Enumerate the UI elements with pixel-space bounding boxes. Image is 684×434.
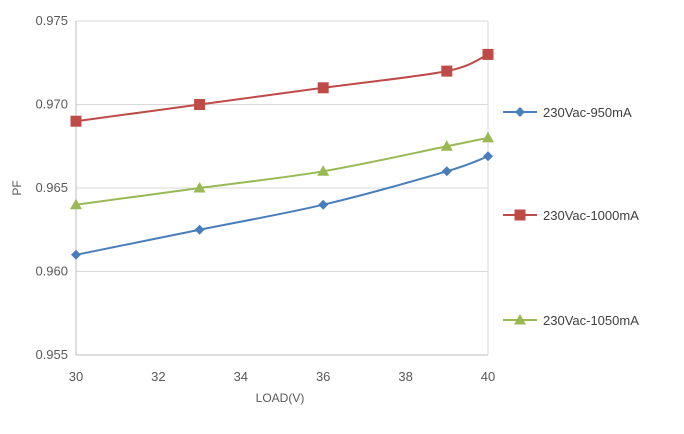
- x-tick-label: 34: [234, 369, 248, 384]
- data-point: [194, 99, 206, 110]
- data-point: [71, 249, 81, 260]
- legend-label: 230Vac-1000mA: [543, 208, 639, 223]
- data-point: [70, 115, 82, 127]
- data-point: [482, 48, 494, 60]
- series-line: [75, 155, 489, 256]
- legend-item: 230Vac-1050mA: [503, 313, 639, 328]
- data-point: [440, 140, 453, 151]
- y-tick-label: 0.955: [35, 347, 68, 362]
- legend-marker: [514, 209, 526, 221]
- data-point: [482, 131, 494, 143]
- y-tick-label: 0.960: [35, 264, 68, 279]
- data-point: [318, 199, 329, 210]
- legend-marker: [515, 107, 525, 117]
- y-tick-label: 0.970: [35, 97, 68, 112]
- data-point: [194, 224, 205, 235]
- legend-label: 230Vac-1050mA: [543, 313, 639, 328]
- data-point: [441, 65, 453, 77]
- series-lines: [70, 48, 494, 260]
- series-line: [75, 136, 489, 206]
- y-tick-label: 0.975: [35, 13, 68, 28]
- legend-label: 230Vac-950mA: [543, 105, 632, 120]
- grid-lines: [76, 20, 489, 356]
- axes: 0.955 0.960 0.965 0.970 0.975 30 32 34 36 38 40 LOA…: [10, 13, 495, 405]
- x-tick-label: 38: [398, 369, 412, 384]
- x-tick-label: 32: [151, 369, 165, 384]
- data-point: [441, 166, 452, 177]
- legend: 230Vac-950mA 230Vac-1000mA 230Vac-1050mA: [503, 105, 639, 328]
- legend-marker: [514, 314, 526, 325]
- data-point: [193, 182, 206, 193]
- data-point: [483, 151, 493, 162]
- data-point: [317, 82, 329, 94]
- legend-item: 230Vac-950mA: [503, 105, 632, 120]
- data-point: [70, 198, 82, 210]
- x-tick-label: 36: [316, 369, 330, 384]
- series-line: [75, 53, 489, 123]
- y-tick-label: 0.965: [35, 180, 68, 195]
- x-tick-label: 30: [69, 369, 83, 384]
- data-point: [317, 165, 330, 176]
- legend-item: 230Vac-1000mA: [503, 208, 639, 223]
- series-1: [71, 151, 493, 260]
- x-axis-title: LOAD(V): [256, 391, 305, 405]
- x-tick-label: 40: [481, 369, 495, 384]
- series-3: [70, 131, 494, 210]
- series-2: [70, 48, 494, 127]
- y-axis-title: PF: [10, 180, 24, 195]
